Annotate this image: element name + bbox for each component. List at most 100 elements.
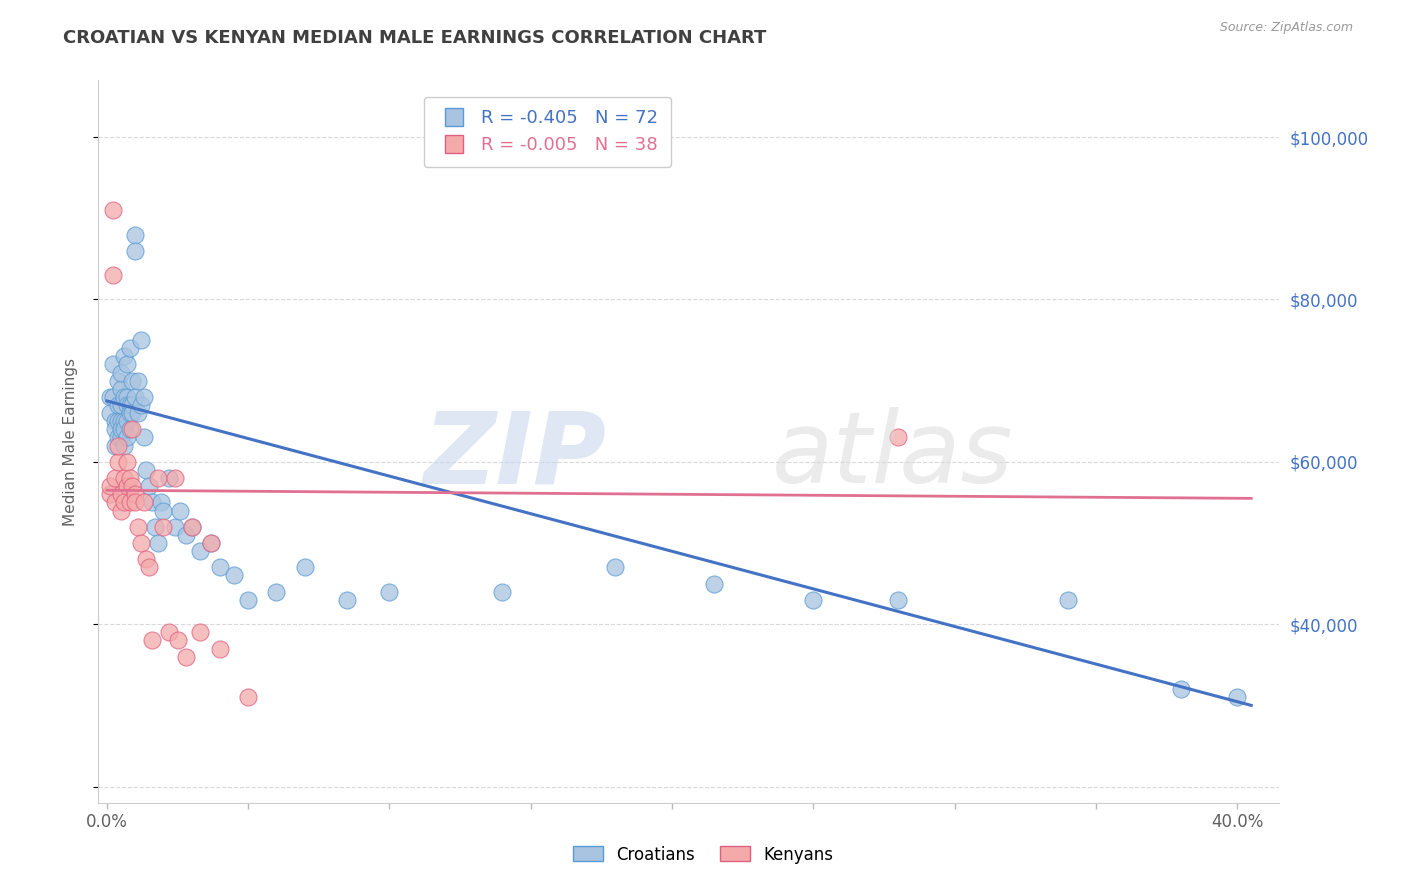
Point [378, 584, 401, 599]
Point [110, 366, 132, 380]
Point [188, 544, 211, 558]
Point [118, 341, 141, 355]
Point [107, 414, 129, 428]
Point [121, 374, 143, 388]
Point [110, 398, 132, 412]
Point [98, 479, 121, 493]
Legend: Croatians, Kenyans: Croatians, Kenyans [567, 839, 839, 871]
Point [98, 390, 121, 404]
Point [124, 487, 146, 501]
Point [129, 398, 152, 412]
Point [104, 422, 127, 436]
Point [141, 495, 163, 509]
Point [112, 414, 135, 428]
Point [152, 520, 174, 534]
Point [127, 520, 149, 534]
Point [104, 439, 127, 453]
Point [110, 414, 132, 428]
Point [135, 463, 157, 477]
Point [180, 520, 202, 534]
Point [118, 495, 141, 509]
Text: CROATIAN VS KENYAN MEDIAN MALE EARNINGS CORRELATION CHART: CROATIAN VS KENYAN MEDIAN MALE EARNINGS … [63, 29, 766, 46]
Point [110, 487, 132, 501]
Point [112, 439, 135, 453]
Point [121, 422, 143, 436]
Point [146, 536, 169, 550]
Point [112, 495, 135, 509]
Point [110, 430, 132, 444]
Point [115, 398, 138, 412]
Point [107, 439, 129, 453]
Point [127, 406, 149, 420]
Point [101, 390, 124, 404]
Point [491, 584, 513, 599]
Point [163, 471, 186, 485]
Point [208, 560, 231, 574]
Point [115, 358, 138, 372]
Point [132, 495, 155, 509]
Point [157, 471, 180, 485]
Point [887, 592, 910, 607]
Point [166, 633, 188, 648]
Point [143, 520, 166, 534]
Point [1226, 690, 1249, 705]
Point [887, 430, 910, 444]
Point [112, 422, 135, 436]
Point [146, 471, 169, 485]
Point [107, 374, 129, 388]
Point [121, 479, 143, 493]
Point [127, 374, 149, 388]
Point [336, 592, 359, 607]
Legend: R = -0.405   N = 72, R = -0.005   N = 38: R = -0.405 N = 72, R = -0.005 N = 38 [423, 96, 671, 167]
Point [115, 430, 138, 444]
Point [188, 625, 211, 640]
Text: atlas: atlas [772, 408, 1014, 505]
Point [132, 390, 155, 404]
Point [110, 382, 132, 396]
Point [169, 503, 191, 517]
Point [115, 455, 138, 469]
Point [138, 479, 160, 493]
Point [124, 244, 146, 258]
Point [121, 398, 143, 412]
Point [115, 479, 138, 493]
Point [124, 390, 146, 404]
Point [115, 390, 138, 404]
Point [112, 390, 135, 404]
Point [107, 430, 129, 444]
Point [200, 536, 222, 550]
Point [101, 358, 124, 372]
Point [138, 560, 160, 574]
Point [1170, 682, 1192, 697]
Point [157, 625, 180, 640]
Point [152, 503, 174, 517]
Point [238, 592, 260, 607]
Point [104, 414, 127, 428]
Point [124, 495, 146, 509]
Point [135, 552, 157, 566]
Point [294, 560, 316, 574]
Point [118, 471, 141, 485]
Point [129, 333, 152, 347]
Point [107, 398, 129, 412]
Point [98, 406, 121, 420]
Point [112, 471, 135, 485]
Point [118, 406, 141, 420]
Point [107, 455, 129, 469]
Point [112, 349, 135, 363]
Point [703, 576, 725, 591]
Point [200, 536, 222, 550]
Point [124, 227, 146, 242]
Text: Source: ZipAtlas.com: Source: ZipAtlas.com [1219, 21, 1353, 34]
Point [110, 503, 132, 517]
Point [174, 528, 197, 542]
Point [1056, 592, 1078, 607]
Point [110, 422, 132, 436]
Point [115, 414, 138, 428]
Point [141, 633, 163, 648]
Point [98, 487, 121, 501]
Point [101, 268, 124, 282]
Point [118, 398, 141, 412]
Point [801, 592, 824, 607]
Point [118, 422, 141, 436]
